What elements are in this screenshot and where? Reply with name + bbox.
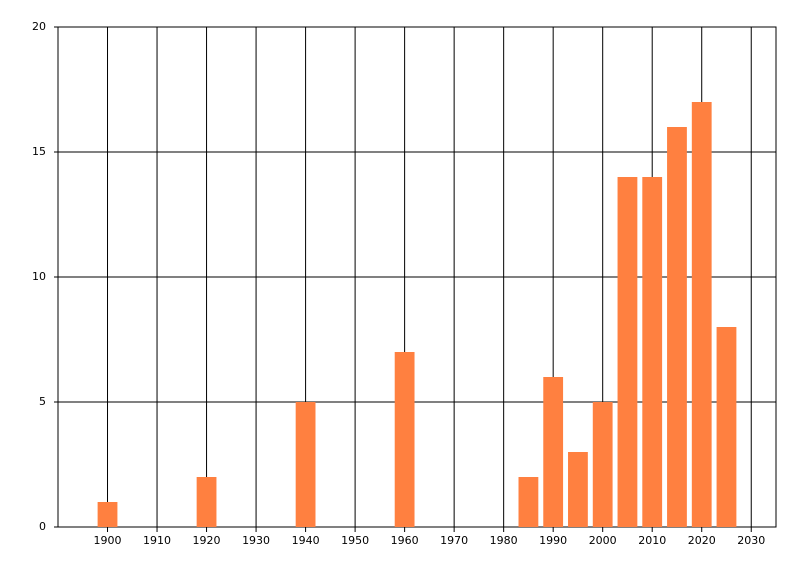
x-tick-label: 1990 bbox=[539, 534, 567, 547]
x-tick-label: 1940 bbox=[292, 534, 320, 547]
x-tick-label: 2030 bbox=[737, 534, 765, 547]
x-tick-label: 2010 bbox=[638, 534, 666, 547]
bar bbox=[543, 377, 564, 527]
bar bbox=[196, 477, 217, 527]
x-tick-label: 1920 bbox=[193, 534, 221, 547]
y-tick-label: 0 bbox=[39, 520, 46, 533]
x-tick-label: 1950 bbox=[341, 534, 369, 547]
bar bbox=[617, 177, 638, 527]
bar bbox=[691, 102, 712, 527]
bar bbox=[518, 477, 539, 527]
bar bbox=[667, 127, 687, 527]
x-tick-label: 1910 bbox=[143, 534, 171, 547]
y-tick-label: 5 bbox=[39, 395, 46, 408]
bar bbox=[642, 177, 663, 527]
y-tick-label: 10 bbox=[32, 270, 46, 283]
bar bbox=[394, 352, 415, 527]
x-tick-label: 1960 bbox=[391, 534, 419, 547]
x-tick-label: 1930 bbox=[242, 534, 270, 547]
bar bbox=[97, 502, 118, 527]
bar bbox=[568, 452, 588, 527]
bar bbox=[716, 327, 737, 527]
x-tick-label: 1980 bbox=[490, 534, 518, 547]
x-tick-label: 2000 bbox=[589, 534, 617, 547]
y-tick-label: 20 bbox=[32, 20, 46, 33]
x-tick-label: 1900 bbox=[94, 534, 122, 547]
bar bbox=[592, 402, 613, 527]
bar bbox=[295, 402, 316, 527]
y-tick-label: 15 bbox=[32, 145, 46, 158]
x-tick-label: 2020 bbox=[688, 534, 716, 547]
x-tick-label: 1970 bbox=[440, 534, 468, 547]
